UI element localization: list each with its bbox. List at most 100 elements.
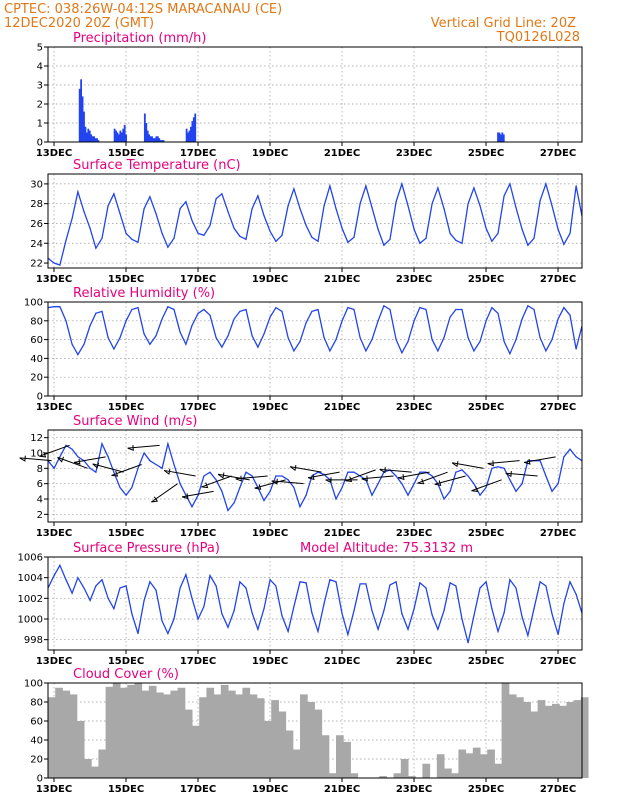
series-point-pres <box>251 612 253 614</box>
cloud-bar <box>184 709 193 778</box>
y-tick-label: 12 <box>30 433 43 444</box>
series-point-wind <box>407 494 409 496</box>
precip-bar <box>91 136 94 142</box>
x-tick-label: 13DEC <box>36 784 72 795</box>
y-tick-label: 1000 <box>18 615 43 626</box>
series-point-temp <box>305 224 307 227</box>
y-tick-label: 22 <box>30 259 43 270</box>
precip-bar <box>115 130 117 142</box>
y-tick-label: 20 <box>30 373 43 384</box>
series-point-pres <box>545 585 547 587</box>
series-point-pres <box>143 599 145 602</box>
series-point-pres <box>569 581 571 583</box>
precip-bar <box>80 79 83 142</box>
wind-arrow <box>289 464 322 473</box>
series-point-rh <box>71 343 73 345</box>
wind-arrow-shaft <box>471 479 502 492</box>
series-point-pres <box>269 579 271 581</box>
series-point-rh <box>515 339 517 341</box>
panel-frame <box>47 682 583 779</box>
series-point-temp <box>95 247 97 249</box>
series-point-rh <box>233 318 235 320</box>
panel-precip: Precipitation (mm/h) 0 1 2 3 4 5 13DEC 15DEC 17DE… <box>36 31 583 159</box>
series-point-pres <box>305 582 307 584</box>
series-point-temp <box>467 203 469 205</box>
precip-bar <box>84 126 87 142</box>
series-point-wind <box>545 475 547 477</box>
precip-bar <box>78 88 81 142</box>
series-line-rh <box>47 304 583 356</box>
wind-arrow <box>345 469 376 482</box>
series-point-rh <box>77 354 79 356</box>
series-point-rh <box>473 350 475 352</box>
precip-bar <box>161 140 164 142</box>
y-tick-label: 28 <box>30 199 43 210</box>
series-point-temp <box>245 238 247 240</box>
cloud-bar <box>256 698 265 778</box>
series-line-pres <box>47 563 583 643</box>
series-point-temp <box>287 205 289 207</box>
series-point-pres <box>551 613 553 615</box>
wind-arrow-shaft <box>345 469 376 482</box>
x-tick-label: 25DEC <box>468 784 504 795</box>
precip-bar <box>148 134 151 142</box>
x-tick-label: 25DEC <box>468 402 504 413</box>
y-tick-label: 2 <box>37 510 43 521</box>
cloud-bar <box>84 759 92 778</box>
series-point-pres <box>413 608 415 610</box>
series-point-rh <box>317 308 319 311</box>
y-tick-label: 2 <box>37 100 43 111</box>
panel-extra-pres: Model Altitude: 75.3132 m <box>300 541 473 556</box>
series-point-pres <box>317 630 319 633</box>
cloud-bar <box>321 735 330 778</box>
series-point-wind <box>443 498 445 500</box>
series-point-temp <box>227 211 229 213</box>
series-point-rh <box>353 308 355 311</box>
series-point-pres <box>365 583 367 585</box>
y-tick-label: 10 <box>30 449 43 460</box>
precip-bar <box>501 132 504 142</box>
series-point-rh <box>203 308 205 311</box>
series-point-pres <box>257 628 259 630</box>
series-point-temp <box>71 217 73 220</box>
series-point-temp <box>239 235 241 237</box>
x-tick-label: 21DEC <box>324 784 360 795</box>
x-tick-label: 25DEC <box>468 148 504 159</box>
series-point-pres <box>185 573 187 576</box>
series-point-wind <box>143 452 145 454</box>
series-point-temp <box>59 264 61 266</box>
series-point-temp <box>281 234 283 236</box>
series-point-temp <box>335 208 337 210</box>
wind-arrow <box>151 483 178 503</box>
precip-bar <box>162 140 165 142</box>
series-point-temp <box>509 183 511 185</box>
series-point-temp <box>197 232 199 234</box>
series-point-temp <box>251 208 253 210</box>
series-point-pres <box>323 602 325 605</box>
series-point-pres <box>191 597 193 599</box>
y-tick-label: 4 <box>37 495 43 506</box>
series-point-wind <box>185 494 187 496</box>
series-point-wind <box>89 467 91 469</box>
series-point-pres <box>539 581 541 583</box>
series-point-pres <box>131 613 133 615</box>
cloud-bar <box>472 747 481 778</box>
series-point-wind <box>209 471 211 473</box>
cloud-bar <box>192 725 200 778</box>
series-point-wind <box>239 486 241 489</box>
series-point-rh <box>191 324 193 327</box>
cloud-bar <box>177 687 186 778</box>
precip-bar <box>113 128 116 142</box>
series-point-pres <box>443 610 445 612</box>
cloud-bar <box>516 697 524 778</box>
wind-arrow-head <box>271 478 278 485</box>
x-tick-label: 17DEC <box>180 274 216 285</box>
series-point-pres <box>455 585 457 587</box>
series-point-rh <box>197 312 199 314</box>
series-point-pres <box>281 615 283 617</box>
series-point-temp <box>371 207 373 209</box>
series-point-rh <box>263 333 265 335</box>
wind-arrow <box>307 471 340 481</box>
series-point-wind <box>377 483 379 485</box>
series-point-pres <box>473 615 475 617</box>
